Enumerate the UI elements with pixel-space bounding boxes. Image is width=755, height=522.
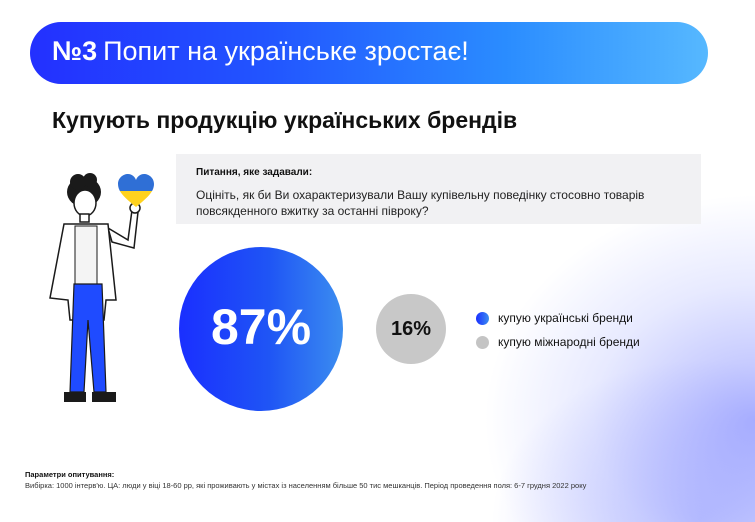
person-illustration: [49, 173, 141, 402]
international-brands-value: 16%: [390, 318, 432, 340]
legend-item-ukrainian: купую українські бренди: [476, 310, 633, 326]
ukrainian-brands-value: 87%: [210, 299, 312, 355]
legend-label: купую українські бренди: [498, 311, 633, 325]
footer-label: Параметри опитування:: [25, 470, 115, 479]
page-title: Купують продукцію українських брендів: [52, 107, 518, 133]
banner-number: №3: [52, 36, 98, 66]
legend-dot-gray: [476, 335, 489, 349]
heart-ukraine-flag-icon: [118, 174, 154, 207]
question-box: [176, 154, 701, 224]
question-text: Оцініть, як би Ви охарактеризували Вашу …: [196, 188, 645, 218]
legend-item-international: купую міжнародні бренди: [476, 334, 640, 350]
footer-text: Вибірка: 1000 інтерв'ю. ЦА: люди у віці …: [25, 481, 587, 490]
banner-title-text: Попит на українське зростає!: [103, 36, 469, 66]
international-brands-circle: [376, 294, 446, 364]
header-banner: [30, 22, 708, 84]
question-label: Питання, яке задавали:: [196, 167, 313, 178]
ukrainian-brands-circle: [179, 247, 343, 411]
legend-dot-blue: [476, 311, 489, 325]
banner-title: №3 Попит на українське зростає!: [52, 36, 469, 67]
legend-label: купую міжнародні бренди: [498, 335, 640, 349]
